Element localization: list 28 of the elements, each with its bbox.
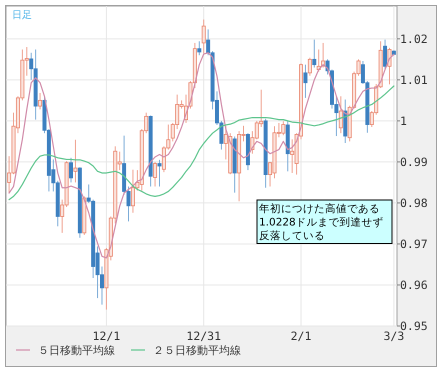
x-tick-label: 12/31 (186, 329, 222, 343)
candlestick (157, 159, 162, 188)
candlestick (383, 39, 388, 70)
candlestick (153, 161, 158, 188)
legend-label: ５日移動平均線 (38, 344, 115, 357)
candlestick (281, 120, 286, 136)
y-tick-label: 1.01 (400, 72, 428, 87)
y-tick-label: 0.97 (400, 236, 428, 251)
candlestick (312, 39, 316, 68)
candlestick (38, 92, 42, 110)
annotation: 年初につけた高値である1.0228ドルまで到達せず反落している (259, 202, 384, 242)
candlestick (202, 19, 206, 54)
candlestick (73, 139, 78, 183)
candlestick (197, 40, 202, 56)
legend-label: ２５日移動平均線 (153, 344, 241, 357)
candlestick (69, 157, 74, 183)
candlestick (338, 96, 343, 134)
candlestick (308, 57, 312, 76)
y-tick-label: 1 (400, 114, 407, 128)
y-tick-label: 0.99 (400, 154, 428, 169)
x-tick-label: 2/1 (290, 329, 312, 343)
candlestick (303, 64, 308, 98)
y-tick-label: 1.02 (400, 32, 428, 46)
y-tick-label: 0.98 (400, 196, 428, 210)
y-tick-label: 0.96 (400, 278, 428, 292)
chart-title: 日足 (12, 10, 32, 21)
x-tick-label: 12/1 (92, 329, 120, 343)
candlestick (130, 169, 135, 214)
